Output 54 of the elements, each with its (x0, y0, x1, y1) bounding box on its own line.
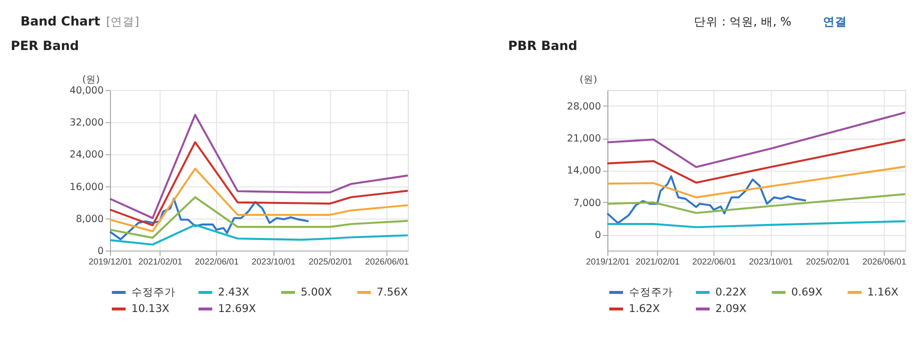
x-tick-label: 2021/02/01 (636, 256, 680, 267)
x-tick-label: 2023/10/01 (252, 256, 296, 267)
x-tick-label: 2021/02/01 (138, 256, 182, 267)
x-tick-label: 2019/12/01 (88, 256, 132, 267)
text: 단위 : 억원, 배, % (694, 14, 792, 29)
legend-label: 2.09X (715, 302, 747, 315)
x-tick-label: 2022/06/01 (692, 256, 736, 267)
line-series (606, 193, 906, 214)
x-tick-label: 2026/06/01 (365, 256, 410, 267)
y-tick-label: 28,000 (567, 101, 602, 112)
legend-label: 0.69X (791, 285, 822, 298)
legend-label: 수정주가 (628, 285, 673, 298)
legend-label: 1.16X (867, 285, 898, 298)
y-tick-label: 21,000 (567, 134, 602, 145)
line-series (109, 198, 310, 240)
x-tick-label: 2025/02/01 (308, 256, 353, 267)
legend-label: 7.56X (376, 285, 408, 298)
x-tick-label: 2026/06/01 (862, 256, 906, 267)
y-tick-label: 7,000 (573, 198, 602, 209)
y-tick-label: 40,000 (70, 85, 104, 96)
legend-label: 12.69X (218, 302, 256, 315)
legend-label: 1.62X (628, 302, 660, 315)
legend-label: 0.22X (715, 285, 747, 298)
y-tick-label: 0 (97, 246, 104, 257)
legend-label: 5.00X (300, 285, 332, 298)
y-tick-label: 32,000 (70, 118, 104, 129)
line-series (109, 224, 409, 246)
chart-title: PER Band (10, 38, 79, 54)
y-tick-label: 24,000 (70, 150, 104, 161)
line-series (109, 168, 409, 232)
line-series (606, 175, 807, 224)
text: [연결] (106, 14, 140, 29)
line-series (606, 138, 906, 184)
line-series (109, 114, 409, 220)
text: 연결 (823, 14, 848, 29)
y-axis-title: (원) (580, 74, 598, 86)
line-series (109, 141, 409, 226)
line-series (606, 166, 906, 198)
chart-title: PBR Band (508, 38, 578, 54)
legend-label: 10.13X (131, 302, 170, 315)
line-series (109, 196, 409, 239)
x-tick-label: 2025/02/01 (806, 256, 850, 267)
line-series (606, 111, 906, 168)
legend-label: 2.43X (218, 285, 250, 298)
x-tick-label: 2022/06/01 (194, 256, 239, 267)
y-tick-label: 0 (594, 230, 602, 241)
legend-label: 수정주가 (131, 285, 176, 298)
x-tick-label: 2023/10/01 (749, 256, 793, 267)
y-axis-title: (원) (82, 74, 100, 86)
text: Band Chart (20, 14, 100, 29)
x-tick-label: 2019/12/01 (586, 256, 630, 267)
y-tick-label: 16,000 (70, 182, 104, 193)
y-tick-label: 14,000 (567, 166, 602, 177)
y-tick-label: 8,000 (76, 214, 104, 225)
